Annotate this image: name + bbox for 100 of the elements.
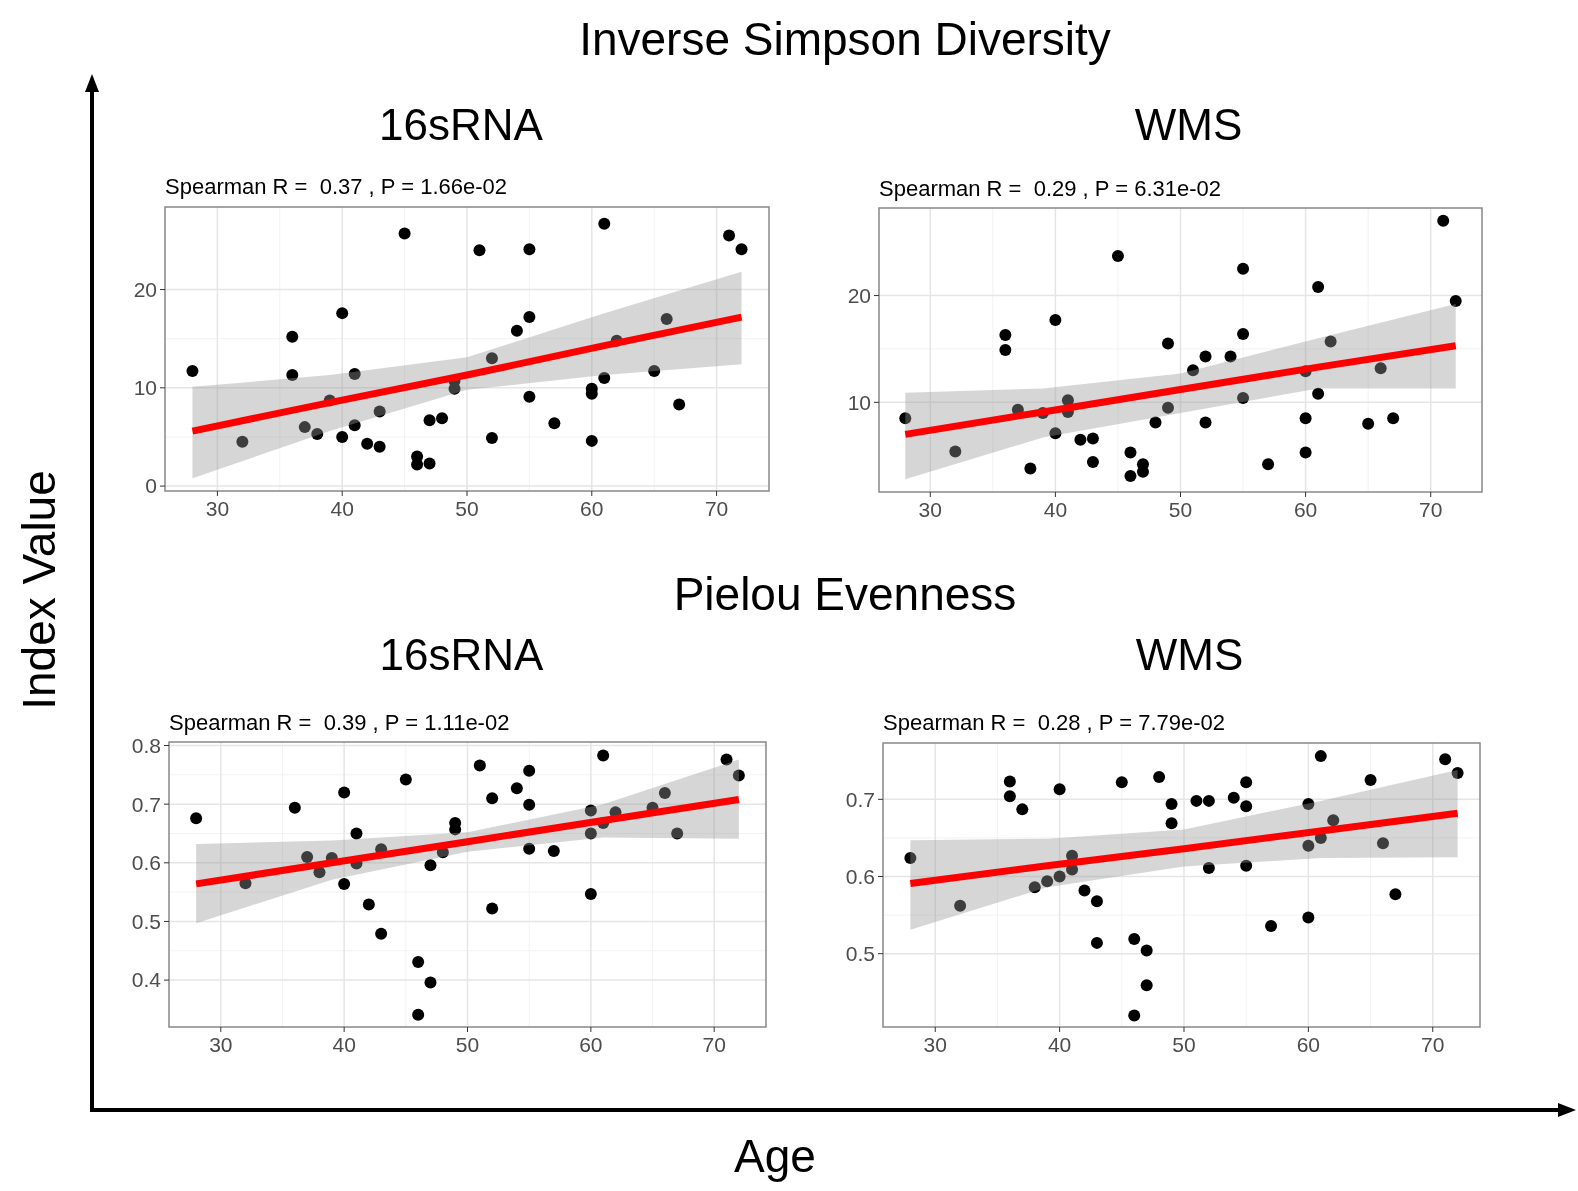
point — [1111, 250, 1124, 263]
point — [1312, 387, 1325, 400]
point — [1202, 794, 1215, 807]
x-tick-label: 60 — [580, 497, 604, 520]
point — [486, 792, 499, 805]
point — [1165, 817, 1178, 830]
point — [1374, 362, 1387, 375]
point — [336, 307, 349, 320]
x-tick-label: 30 — [209, 1033, 233, 1056]
point — [949, 445, 962, 458]
x-tick-label: 40 — [332, 1033, 356, 1056]
point — [673, 398, 686, 411]
point — [423, 414, 436, 427]
point — [1237, 392, 1250, 405]
y-tick-label: 0.4 — [131, 968, 162, 992]
point — [1299, 446, 1312, 459]
point — [899, 412, 912, 425]
point — [585, 434, 598, 447]
point — [1237, 327, 1250, 340]
point — [412, 1008, 425, 1021]
point — [1387, 412, 1400, 425]
point — [1003, 775, 1016, 788]
point — [548, 417, 561, 430]
point — [1299, 412, 1312, 425]
point — [1128, 1009, 1141, 1022]
point — [486, 902, 499, 915]
point — [338, 877, 351, 890]
point — [1187, 364, 1200, 377]
point — [1049, 314, 1062, 327]
point — [1090, 895, 1103, 908]
point — [485, 352, 498, 365]
point — [1312, 281, 1325, 294]
point — [523, 243, 536, 256]
point — [1199, 416, 1212, 429]
point — [1153, 770, 1166, 783]
point — [1016, 803, 1029, 816]
x-tick-label: 70 — [1421, 1033, 1445, 1056]
point — [1161, 337, 1174, 350]
point — [424, 859, 437, 872]
point — [1324, 335, 1337, 348]
y-tick-label: 0 — [145, 474, 157, 498]
point — [1165, 797, 1178, 810]
x-tick-label: 50 — [455, 1033, 480, 1056]
point — [424, 976, 437, 989]
point — [1024, 462, 1037, 475]
x-tick-label: 50 — [1168, 498, 1193, 521]
y-axis-title: Index Value — [13, 470, 65, 710]
point — [1124, 469, 1137, 482]
text: Inverse Simpson Diversity — [579, 13, 1111, 65]
point — [473, 244, 486, 257]
point — [1362, 417, 1375, 430]
x-tick-label: 50 — [1172, 1033, 1196, 1056]
point — [399, 773, 412, 786]
point — [186, 365, 199, 378]
point — [412, 955, 425, 968]
point — [1449, 294, 1462, 307]
point — [1262, 458, 1275, 471]
point — [288, 801, 301, 814]
point — [1149, 416, 1162, 429]
point — [1302, 839, 1315, 852]
point — [1128, 933, 1141, 946]
point — [598, 371, 611, 384]
point — [1090, 936, 1103, 949]
point — [190, 812, 203, 825]
point — [584, 827, 597, 840]
point — [362, 898, 375, 911]
point — [336, 430, 349, 443]
point — [423, 457, 436, 470]
y-tick-label: 0.5 — [845, 942, 875, 966]
point — [1237, 262, 1250, 275]
point — [1140, 979, 1153, 992]
point — [1240, 800, 1253, 813]
point — [1078, 884, 1091, 897]
point — [1028, 881, 1041, 894]
point — [523, 764, 536, 777]
point — [1140, 944, 1153, 957]
point — [1124, 446, 1137, 459]
x-tick-label: 60 — [579, 1033, 603, 1056]
y-tick-label: 0.6 — [131, 851, 161, 875]
point — [436, 412, 449, 425]
point — [735, 243, 748, 256]
point — [523, 390, 536, 403]
x-tick-label: 40 — [1047, 1033, 1072, 1056]
point — [398, 227, 411, 240]
point — [1041, 875, 1054, 888]
point — [348, 419, 361, 432]
point — [658, 787, 671, 800]
text: Pielou Evenness — [673, 568, 1017, 620]
chart-title: 16sRNA — [379, 630, 545, 679]
point — [1302, 911, 1315, 924]
point — [1265, 919, 1278, 932]
x-tick-label: 60 — [1296, 1033, 1321, 1056]
point — [1115, 776, 1128, 789]
point — [954, 899, 967, 912]
point — [547, 845, 560, 858]
point — [311, 428, 324, 440]
x-tick-label: 60 — [1293, 498, 1318, 521]
x-axis-title: Age — [734, 1130, 816, 1182]
x-tick-label: 40 — [330, 497, 354, 520]
point — [485, 431, 498, 444]
